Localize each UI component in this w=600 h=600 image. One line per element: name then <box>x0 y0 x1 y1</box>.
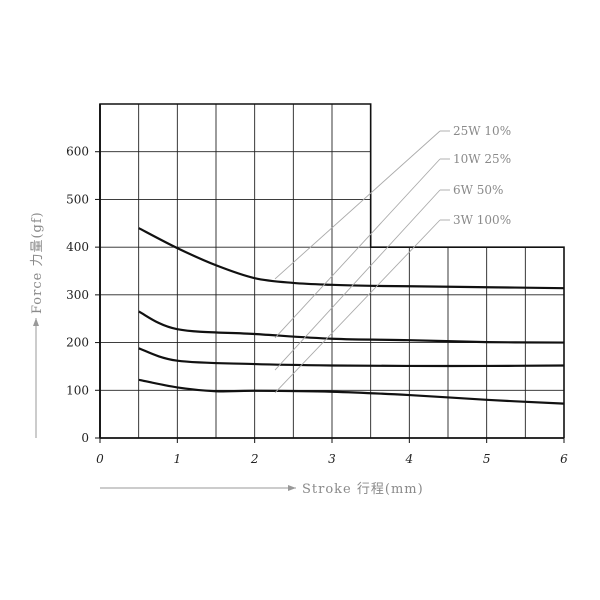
leader-line <box>274 158 441 339</box>
x-tick-label: 4 <box>405 452 414 466</box>
series-annotation-4: 3W 100% <box>453 213 511 227</box>
series-line-1 <box>138 227 565 290</box>
y-axis-label: Force 力量(gf) <box>30 211 45 314</box>
y-tick-label: 100 <box>66 383 89 397</box>
x-tick-label: 5 <box>483 452 491 466</box>
series-line-2 <box>138 310 565 344</box>
y-tick-label: 500 <box>66 192 89 206</box>
series-line-4 <box>138 378 565 405</box>
annotation-leaders <box>274 130 450 394</box>
series-annotation-2: 10W 25% <box>453 152 511 166</box>
series-lines <box>138 227 565 405</box>
x-tick-label: 3 <box>328 452 336 466</box>
series-line-3 <box>138 347 565 368</box>
x-tick-label: 2 <box>250 452 259 466</box>
leader-line <box>274 219 441 394</box>
x-tick-label: 6 <box>560 452 568 466</box>
y-tick-label: 200 <box>66 336 89 350</box>
y-axis-label-arrowhead <box>33 318 39 326</box>
y-tick-label: 300 <box>66 288 89 302</box>
series-annotation-3: 6W 50% <box>453 183 503 197</box>
annotations: 25W 10% 10W 25% 6W 50% 3W 100% <box>453 124 511 227</box>
tick-labels: 0 1 2 3 4 5 6 0 100 200 300 400 500 600 <box>66 145 568 466</box>
leader-line <box>274 189 441 371</box>
series-annotation-1: 25W 10% <box>453 124 511 138</box>
x-axis-label-arrowhead <box>288 485 296 491</box>
y-tick-label: 0 <box>81 431 89 445</box>
x-axis-label: Stroke 行程(mm) <box>302 482 424 497</box>
x-tick-label: 1 <box>174 452 182 466</box>
x-tick-label: 0 <box>96 452 104 466</box>
y-tick-label: 600 <box>66 145 89 159</box>
leader-line <box>274 130 441 280</box>
y-tick-label: 400 <box>66 240 89 254</box>
